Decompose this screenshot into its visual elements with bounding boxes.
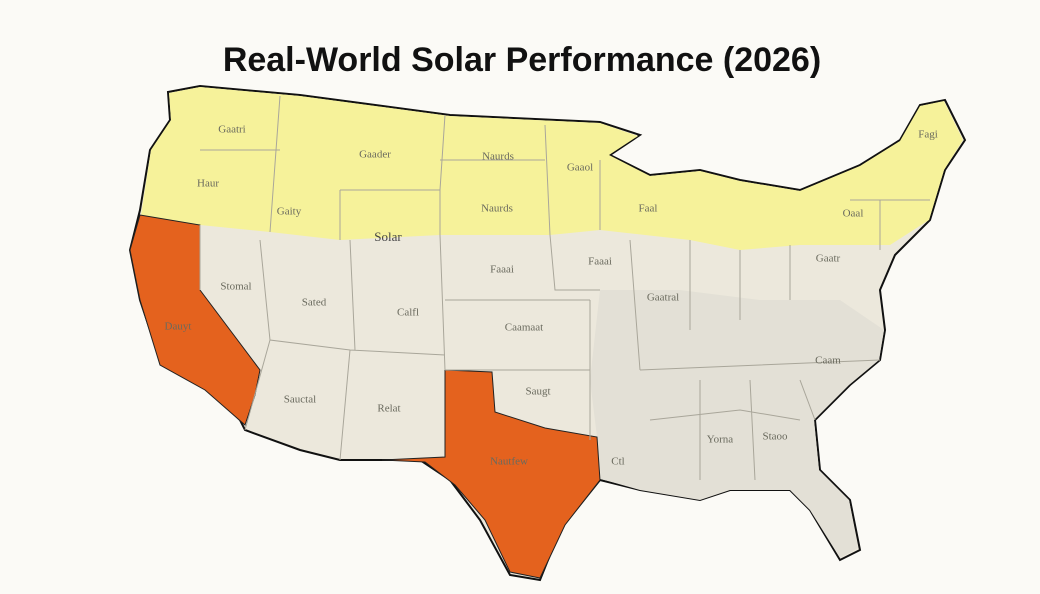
us-map [128,84,967,582]
state-label: Sated [302,297,327,309]
state-label: Saugt [525,386,550,398]
texas [381,369,601,579]
state-label: Gaatral [647,292,679,304]
state-label: Calfl [397,307,419,319]
state-label: Caamaat [505,322,543,334]
southeast-region [590,290,884,558]
state-label: Naurds [481,203,513,215]
state-label: Faaai [490,264,514,276]
state-label: Oaal [843,208,864,220]
state-label: Sauctal [284,394,316,406]
state-label: Faaai [588,256,612,268]
state-label: Faal [639,203,658,215]
northern-region [141,87,963,250]
state-label: Gaatri [218,124,245,136]
state-label: Relat [377,403,400,415]
state-label: Gaaol [567,162,593,174]
state-label: Yorna [707,434,734,446]
state-label: Gaity [277,206,302,218]
state-label: Haur [197,178,219,190]
state-label: Solar [374,229,402,244]
state-label: Gaatr [816,253,841,265]
state-label: Ctl [611,456,624,468]
state-label: Staoo [762,431,788,443]
state-label: Nautfew [490,456,528,468]
state-labels: Gaatri Gaader Naurds Gaaol Haur Gaity Solar Nau… [165,124,938,468]
state-lines [199,95,930,481]
state-label: Caam [815,355,841,367]
state-label: Naurds [482,151,514,163]
title: Real-World Solar Performance (2026) [223,41,821,79]
state-label: Fagi [918,129,938,141]
state-label: Gaader [359,149,391,161]
state-label: Stomal [220,281,251,293]
state-label: Dauyt [165,321,192,333]
